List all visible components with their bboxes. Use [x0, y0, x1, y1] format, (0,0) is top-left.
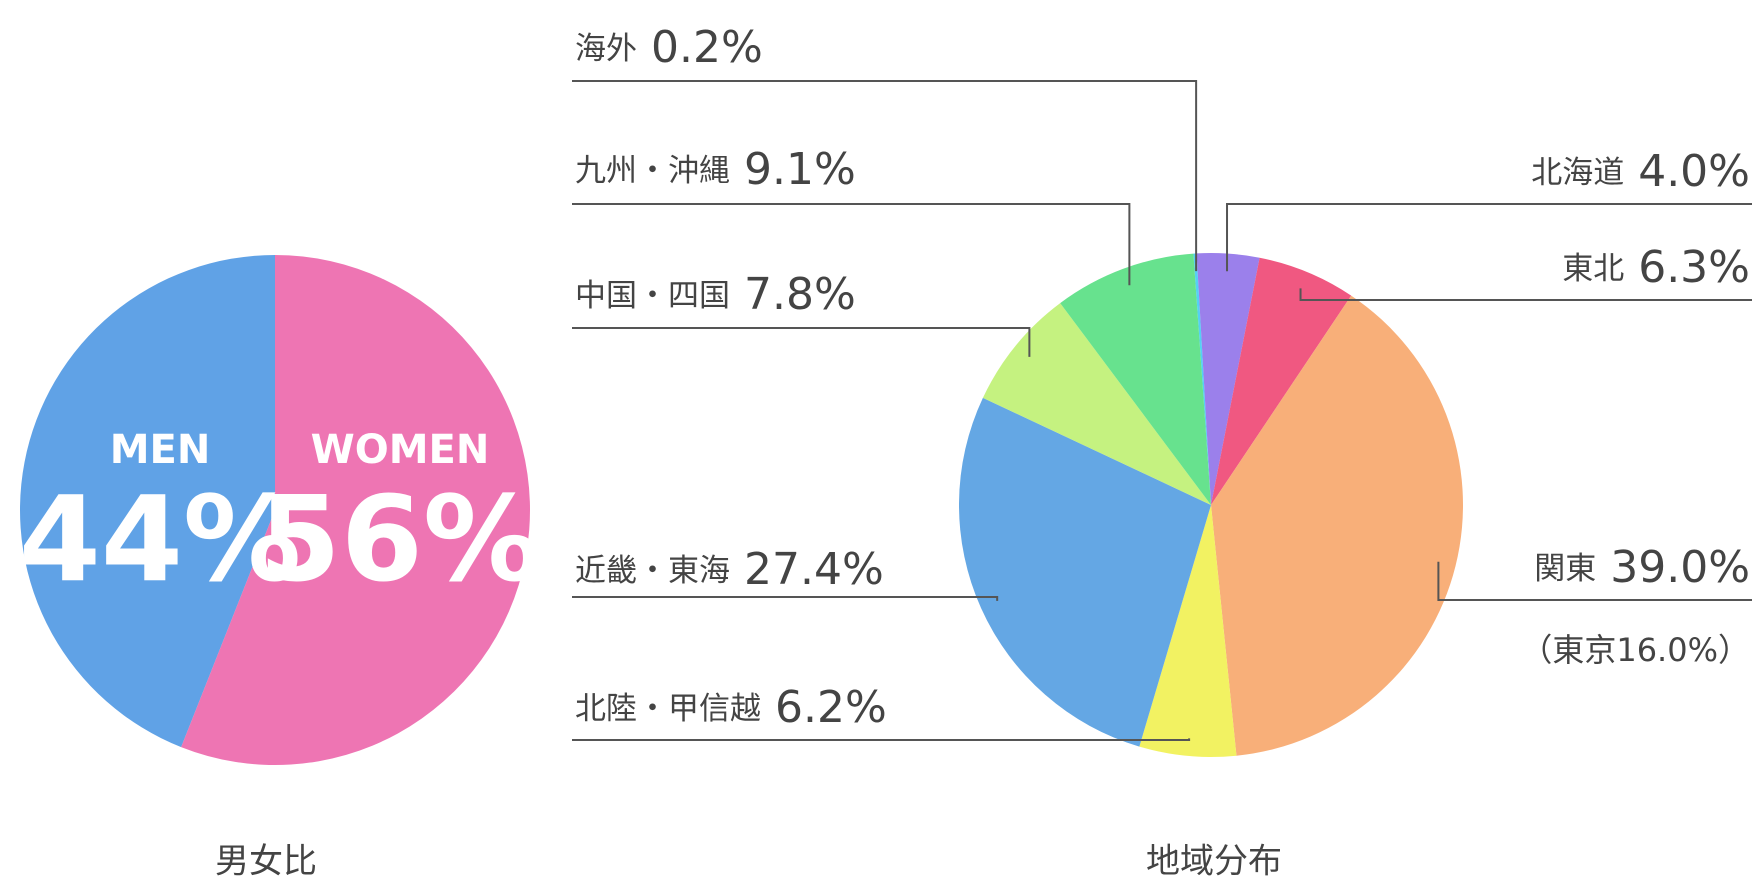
leader-line	[572, 596, 999, 601]
pie-slice	[958, 397, 1211, 747]
category-label: 東北	[1562, 251, 1624, 287]
leader-line	[1437, 561, 1752, 601]
leader-line	[572, 738, 1191, 741]
leader-line	[572, 203, 1131, 286]
category-label: 中国・四国	[575, 278, 730, 314]
category-label: 九州・沖縄	[575, 153, 730, 189]
value-label: 6.2%	[775, 682, 887, 733]
slice-label: 東北 6.3%	[1562, 242, 1750, 293]
slice-label: 海外 0.2%	[575, 22, 763, 73]
value-label: 39.0%	[1610, 542, 1750, 593]
pie-slice	[1193, 253, 1211, 505]
chart-title: 地域分布	[1146, 842, 1282, 882]
value-label: 4.0%	[1638, 146, 1750, 197]
value-label: 56%	[259, 470, 541, 608]
pie-slice	[181, 255, 530, 765]
slice-label: 中国・四国 7.8%	[575, 269, 856, 320]
slice-label: 近畿・東海 27.4%	[575, 544, 884, 595]
category-label: 海外	[575, 31, 637, 67]
value-label: 27.4%	[744, 544, 884, 595]
slice-label: 関東 39.0%	[1534, 542, 1750, 593]
category-label: 北海道	[1531, 155, 1624, 191]
annotation: （東京16.0%）	[1520, 631, 1750, 669]
category-label: MEN	[110, 427, 211, 473]
category-label: 北陸・甲信越	[575, 691, 761, 727]
slice-label: 九州・沖縄 9.1%	[575, 144, 856, 195]
pie-slice	[1060, 253, 1211, 505]
pie-slice	[1211, 295, 1463, 756]
value-label: 9.1%	[744, 144, 856, 195]
pie-slice	[1211, 257, 1352, 505]
category-label: WOMEN	[311, 427, 490, 473]
chart-title: 男女比	[215, 842, 317, 882]
pie-slice	[1139, 505, 1237, 757]
pie-slice	[1196, 252, 1260, 505]
value-label: 0.2%	[651, 22, 763, 73]
slice-label: 北海道 4.0%	[1531, 146, 1750, 197]
category-label: 近畿・東海	[575, 553, 730, 589]
leader-line	[572, 80, 1198, 272]
value-label: 7.8%	[744, 269, 856, 320]
value-label: 6.3%	[1638, 242, 1750, 293]
value-label: 44%	[19, 470, 301, 608]
pie-slice	[19, 255, 276, 748]
pie-slice	[982, 303, 1211, 505]
leader-line	[572, 327, 1031, 357]
slice-label: 北陸・甲信越 6.2%	[575, 682, 887, 733]
category-label: 関東	[1534, 551, 1596, 587]
leader-line	[1226, 203, 1752, 272]
leader-line	[1299, 288, 1752, 301]
